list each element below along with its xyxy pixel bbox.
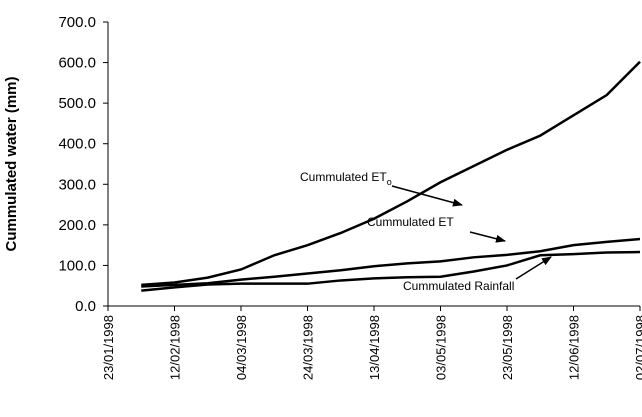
- annotation: Cummulated ETo: [300, 170, 392, 187]
- x-tick-label: 03/05/1998: [434, 315, 449, 380]
- series-line: [141, 250, 641, 292]
- arrow: [469, 231, 506, 243]
- y-tick-label: 700.0: [58, 14, 96, 31]
- arrow: [515, 256, 552, 280]
- x-tick-label: 24/03/1998: [301, 315, 316, 380]
- x-tick-label: 13/04/1998: [367, 315, 382, 380]
- series-line: [141, 60, 641, 287]
- x-tick-label: 02/07/1998: [633, 315, 642, 380]
- x-tick-label: 12/02/1998: [168, 315, 183, 380]
- y-tick-label: 500.0: [58, 95, 96, 112]
- x-tick-label: 04/03/1998: [234, 315, 249, 380]
- annotation: Cummulated ET: [367, 215, 454, 229]
- series-line: [141, 237, 641, 288]
- annotation-text: Cummulated ET: [300, 170, 387, 184]
- x-tick-label: 12/06/1998: [567, 315, 582, 380]
- y-tick-label: 200.0: [58, 217, 96, 234]
- x-tick-label: 23/05/1998: [500, 315, 515, 380]
- annotation-sub: o: [387, 177, 392, 187]
- y-tick-label: 0.0: [75, 298, 96, 315]
- y-tick-label: 100.0: [58, 257, 96, 274]
- annotation: Cummulated Rainfall: [403, 279, 514, 293]
- y-axis-label: Cummulated water (mm): [3, 76, 20, 251]
- y-tick-label: 300.0: [58, 176, 96, 193]
- arrow: [391, 185, 463, 207]
- y-tick-label: 400.0: [58, 136, 96, 153]
- x-tick-label: 23/01/1998: [101, 315, 116, 380]
- y-tick-label: 600.0: [58, 55, 96, 72]
